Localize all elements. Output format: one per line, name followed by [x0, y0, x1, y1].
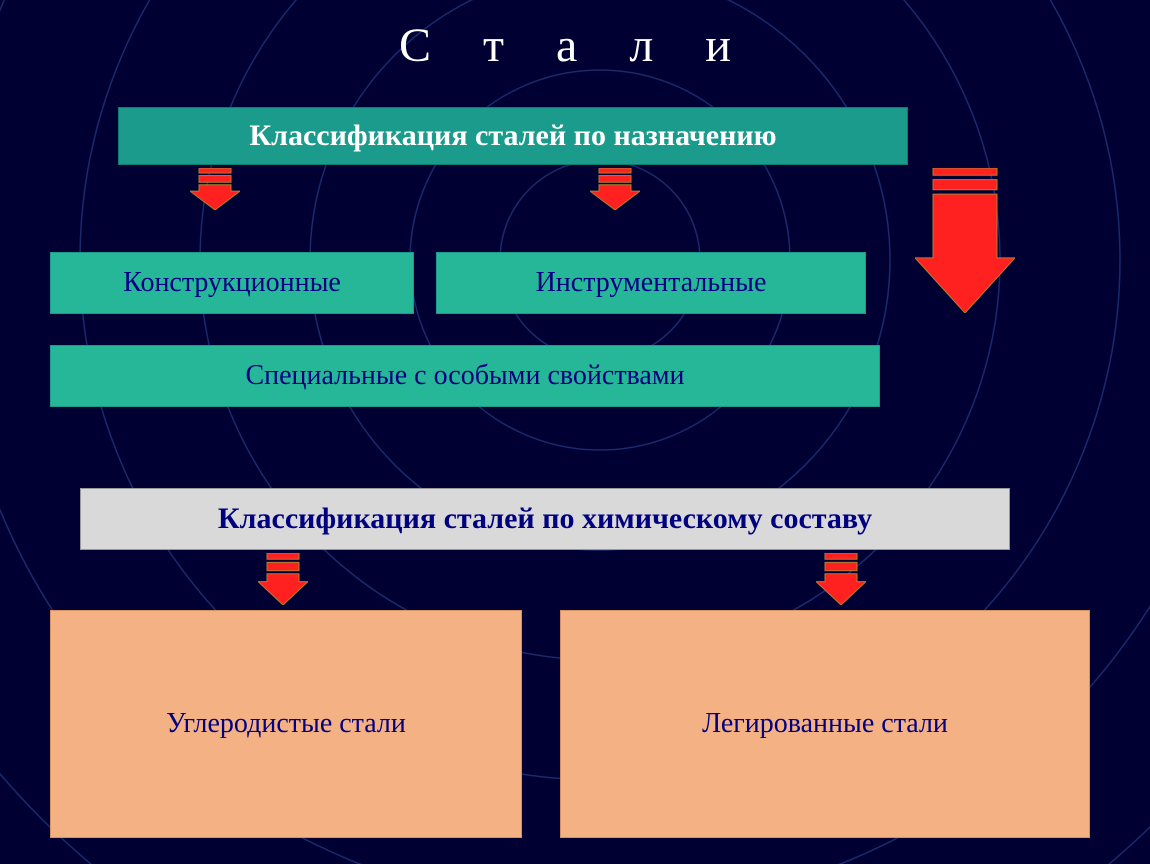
section1-arrow-2	[915, 168, 1015, 313]
section1-box-label-2: Специальные с особыми свойствами	[245, 360, 684, 392]
section1-arrow-0	[190, 168, 240, 210]
section2-arrow-0	[258, 553, 308, 605]
section1-box-2: Специальные с особыми свойствами	[50, 345, 880, 407]
section2-box-0: Углеродистые стали	[50, 610, 522, 838]
section1-box-label-1: Инструментальные	[536, 267, 767, 299]
section1-box-1: Инструментальные	[436, 252, 866, 314]
section1-box-0: Конструкционные	[50, 252, 414, 314]
section2-box-label-1: Легированные стали	[702, 708, 948, 740]
section2-box-1: Легированные стали	[560, 610, 1090, 838]
section2-header: Классификация сталей по химическому сост…	[80, 488, 1010, 550]
section1-box-label-0: Конструкционные	[123, 267, 341, 299]
section2-arrow-1	[816, 553, 866, 605]
section2-box-label-0: Углеродистые стали	[166, 708, 406, 740]
section1-header-label: Классификация сталей по назначению	[249, 119, 776, 153]
page-title: С т а л и	[0, 0, 1150, 73]
section2-header-label: Классификация сталей по химическому сост…	[218, 502, 872, 536]
section1-header: Классификация сталей по назначению	[118, 107, 908, 165]
section1-arrow-1	[590, 168, 640, 210]
